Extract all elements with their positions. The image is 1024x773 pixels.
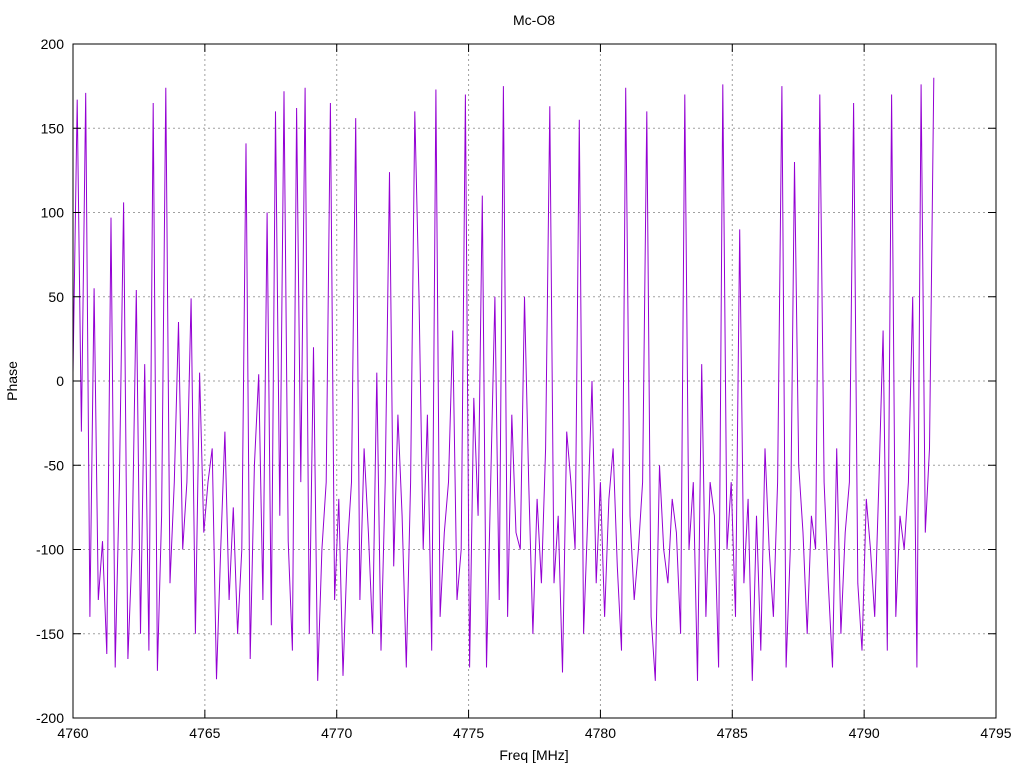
- y-tick-label: -200: [36, 710, 64, 726]
- x-tick-label: 4790: [849, 725, 880, 741]
- x-tick-label: 4780: [585, 725, 616, 741]
- ticks: 4760 4765 4770 4775 4780 4785 4790 4795 -200 -150…: [36, 36, 1012, 741]
- phase-series: [72, 77, 935, 681]
- x-tick-label: 4795: [980, 725, 1011, 741]
- y-tick-label: 150: [41, 120, 65, 136]
- x-tick-label: 4775: [453, 725, 484, 741]
- x-tick-label: 4785: [717, 725, 748, 741]
- y-tick-label: 0: [56, 373, 64, 389]
- y-tick-label: 50: [48, 289, 64, 305]
- x-tick-label: 4765: [189, 725, 220, 741]
- x-axis-label: Freq [MHz]: [499, 747, 568, 763]
- y-axis-label: Phase: [4, 361, 20, 401]
- x-tick-label: 4770: [321, 725, 352, 741]
- series-line: [72, 77, 935, 681]
- y-tick-label: -100: [36, 542, 64, 558]
- y-tick-label: -50: [44, 457, 64, 473]
- x-tick-label: 4760: [57, 725, 88, 741]
- y-tick-label: 100: [41, 205, 65, 221]
- chart-title: Mc-O8: [513, 12, 555, 28]
- grid: [73, 44, 996, 718]
- y-tick-label: 200: [41, 36, 65, 52]
- y-tick-label: -150: [36, 626, 64, 642]
